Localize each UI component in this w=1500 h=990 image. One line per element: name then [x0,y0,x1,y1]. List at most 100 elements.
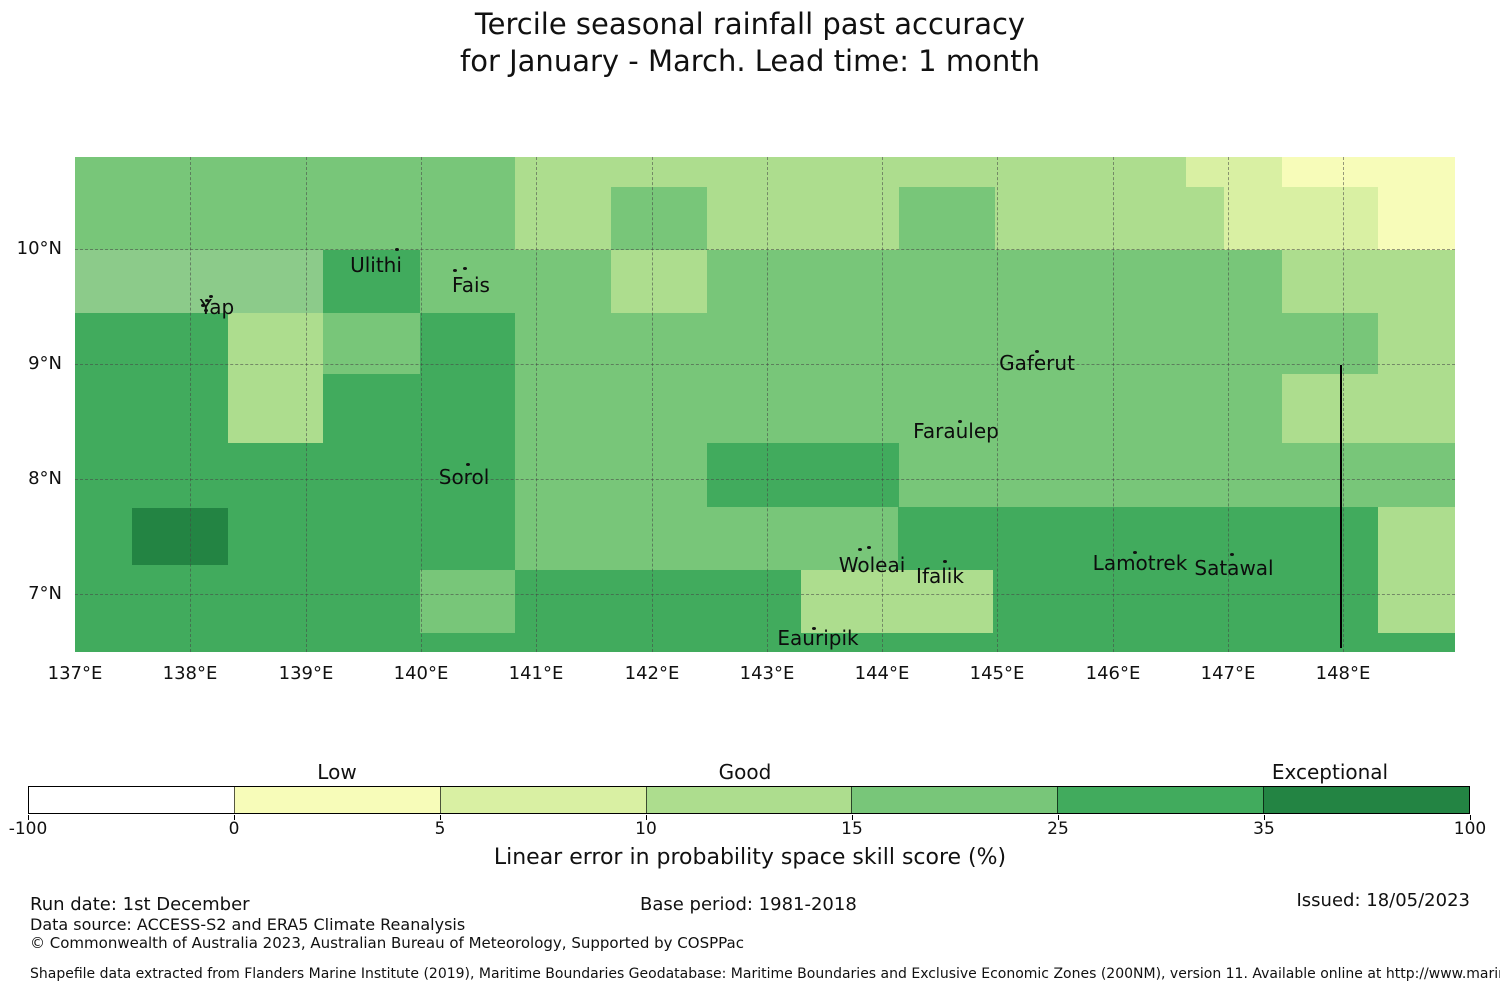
heatmap-cell [1186,187,1224,250]
island-label-eauripik: Eauripik [777,626,859,650]
longitude-gridline [767,157,768,652]
heatmap-cell [611,250,707,313]
island-label-sorol: Sorol [438,465,490,489]
colorbar [28,786,1470,814]
heatmap-cell [75,443,515,507]
data-source-text: Data source: ACCESS-S2 and ERA5 Climate … [30,915,466,934]
x-tick-label: 140°E [393,663,449,684]
colorbar-tick-label: -100 [8,819,48,839]
heatmap-cell [707,443,899,507]
heatmap-cell [75,374,228,443]
issued-text: Issued: 18/05/2023 [1296,890,1470,911]
heatmap-cell [132,508,228,565]
heatmap-cell [420,250,611,313]
island-icon [867,546,871,549]
y-tick-label: 10°N [16,238,62,259]
heatmap-cell [75,157,515,250]
longitude-gridline [1343,157,1344,652]
colorbar-tick [1058,815,1059,820]
longitude-gridline [997,157,998,652]
island-label-faraulep: Faraulep [913,419,999,443]
colorbar-tick-label: 10 [635,819,657,839]
colorbar-category-low: Low [317,760,357,784]
x-tick-label: 137°E [47,663,103,684]
y-tick-label: 9°N [28,353,62,374]
heatmap-cell [1186,157,1282,187]
y-tick-label: 8°N [28,468,62,489]
island-label-lamotrek: Lamotrek [1092,551,1188,575]
shapefile-text: Shapefile data extracted from Flanders M… [30,966,1500,982]
longitude-gridline [536,157,537,652]
longitude-gridline [1228,157,1229,652]
heatmap-cell [611,187,707,250]
longitude-gridline [421,157,422,652]
latitude-gridline [75,594,1455,595]
chart-title: Tercile seasonal rainfall past accuracy … [0,6,1500,80]
island-icon [453,269,457,272]
colorbar-segment [439,787,646,813]
colorbar-segment [1057,787,1264,813]
island-icon [466,463,470,466]
island-icon [395,248,399,251]
island-icon [858,548,862,551]
heatmap-cell [899,187,995,250]
colorbar-tick-label: 25 [1047,819,1069,839]
island-icon [205,299,209,302]
island-icon [943,560,947,563]
island-label-satawal: Satawal [1194,556,1274,580]
x-tick-label: 144°E [854,663,910,684]
x-tick-label: 148°E [1315,663,1371,684]
colorbar-tick [852,815,853,820]
colorbar-tick-label: 35 [1253,819,1275,839]
latitude-gridline [75,249,1455,250]
colorbar-tick [440,815,441,820]
heatmap-cell [1378,570,1455,633]
island-icon [1035,350,1039,353]
heatmap-cell [801,570,993,633]
island-icon [958,420,962,423]
longitude-gridline [306,157,307,652]
longitude-gridline [190,157,191,652]
colorbar-segment [645,787,852,813]
heatmap-cell [420,313,515,374]
heatmap-cell [75,570,420,633]
island-label-ifalik: Ifalik [916,564,964,588]
heatmap-cell [1378,187,1455,250]
longitude-gridline [1113,157,1114,652]
x-tick-label: 142°E [624,663,680,684]
heatmap-cell [515,570,801,633]
island-label-ulithi: Ulithi [350,253,402,277]
heatmap-cell [228,374,323,443]
heatmap-cell [75,313,228,374]
heatmap-cell [898,507,1378,570]
colorbar-tick-label: 15 [841,819,863,839]
island-label-woleai: Woleai [838,553,906,577]
colorbar-category-exceptional: Exceptional [1271,760,1389,784]
latitude-gridline [75,479,1455,480]
x-tick-label: 147°E [1200,663,1256,684]
colorbar-tick [1264,815,1265,820]
colorbar-tick [1470,815,1471,820]
heatmap-cell [323,374,515,443]
island-label-gaferut: Gaferut [999,351,1075,375]
heatmap-cell [899,443,1455,507]
island-icon [209,295,213,298]
run-date-text: Run date: 1st December [30,894,250,915]
heatmap-cell [323,250,420,313]
map-panel: Yap Ulithi Fais Sorol Gaferut Faraulep Woleai I… [75,157,1455,652]
y-tick-label: 7°N [28,583,62,604]
heatmap-cell [1378,313,1455,374]
heatmap-cell [1282,374,1455,443]
colorbar-tick [28,815,29,820]
island-icon [201,304,205,307]
latitude-gridline [75,364,1455,365]
colorbar-tick-label: 5 [434,819,446,839]
x-tick-label: 141°E [508,663,564,684]
copyright-text: © Commonwealth of Australia 2023, Austra… [30,934,744,952]
heatmap-cell [323,313,420,374]
colorbar-tick [646,815,647,820]
island-label-fais: Fais [452,273,490,297]
chart-title-line2: for January - March. Lead time: 1 month [460,44,1040,78]
heatmap-cell [75,633,1455,652]
